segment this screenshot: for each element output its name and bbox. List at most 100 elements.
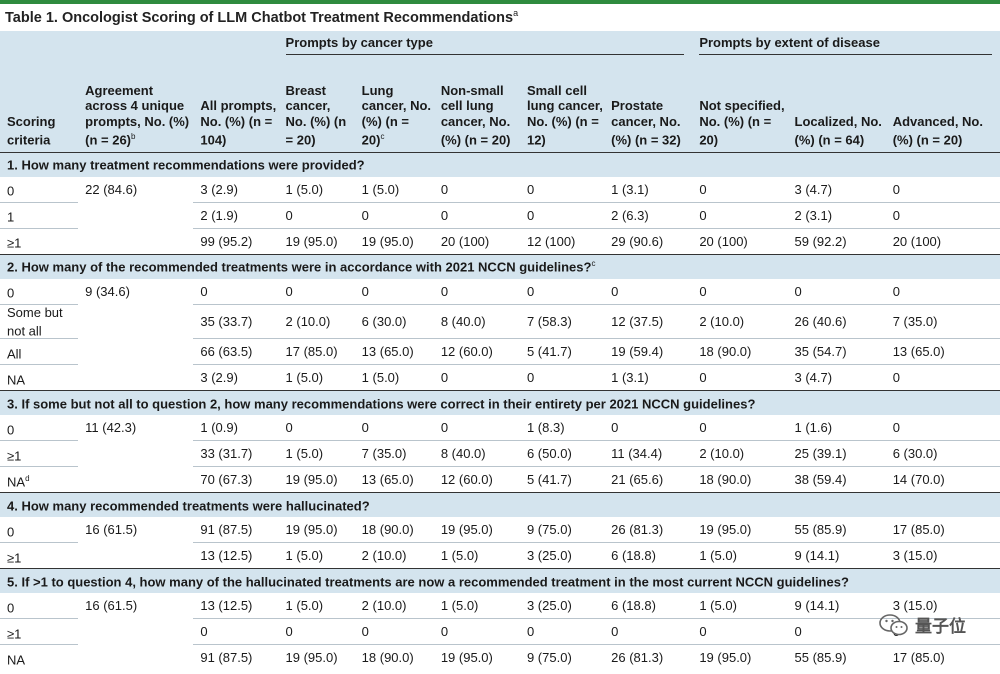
value-cell: 1 (5.0) xyxy=(354,177,434,203)
question-row: 4. How many recommended treatments were … xyxy=(0,492,1000,518)
value-cell: 7 (35.0) xyxy=(354,440,434,468)
value-cell: 9 (75.0) xyxy=(519,517,605,544)
value-cell: 21 (65.6) xyxy=(611,472,664,488)
criteria-cell: 0 xyxy=(0,177,79,203)
value-cell: 18 (90.0) xyxy=(699,472,752,488)
value-cell: 0 xyxy=(433,415,520,442)
agreement-cell: 22 (84.6) xyxy=(85,182,138,197)
value-cell: 1 (0.9) xyxy=(193,415,279,442)
question-row: 5. If >1 to question 4, how many of the … xyxy=(0,568,1000,594)
value-cell: 0 xyxy=(278,618,355,646)
value-cell: 0 xyxy=(433,279,520,305)
value-cell: 5 (41.7) xyxy=(526,472,572,488)
value-cell: 1 (1.6) xyxy=(787,415,886,442)
value-cell: 0 xyxy=(433,618,520,646)
table-row: ≥1 99 (95.2) 19 (95.0) 19 (95.0) 20 (100) 12 … xyxy=(0,229,1000,255)
value-cell: 1 (5.0) xyxy=(285,370,324,386)
value-cell: 35 (54.7) xyxy=(787,338,886,366)
value-cell: 0 xyxy=(354,279,434,305)
wechat-icon xyxy=(879,613,908,635)
column-header-row: Scoring criteria Agreement across 4 uniqu… xyxy=(0,59,1000,153)
value-cell: 0 xyxy=(692,202,788,229)
value-cell: 6 (18.8) xyxy=(611,548,656,564)
value-cell: 0 xyxy=(604,618,693,646)
value-cell: 3 (15.0) xyxy=(892,548,938,564)
value-cell: 2 (10.0) xyxy=(692,304,788,340)
value-cell: 0 xyxy=(885,279,1000,305)
group-header-row: Prompts by cancer type Prompts by extent… xyxy=(0,31,1000,59)
watermark-text: 量子位 xyxy=(915,617,966,636)
value-cell: 0 xyxy=(885,202,1000,229)
criteria-cell: All xyxy=(0,338,79,366)
value-cell: 13 (12.5) xyxy=(193,593,279,620)
value-cell: 6 (30.0) xyxy=(885,440,1000,468)
value-cell: 0 xyxy=(699,370,707,386)
value-cell: 9 (14.1) xyxy=(794,548,840,564)
value-cell: 0 xyxy=(692,415,788,442)
value-cell: 6 (18.8) xyxy=(604,593,693,620)
criteria-cell: ≥1 xyxy=(0,618,79,646)
column-header-8: Not specified, No. (%) (n = 20) xyxy=(692,59,788,153)
value-cell: 19 (95.0) xyxy=(285,650,338,666)
value-cell: 2 (3.1) xyxy=(787,202,886,229)
question-text: 4. How many recommended treatments were … xyxy=(0,492,1000,518)
column-header-10: Advanced, No. (%) (n = 20) xyxy=(885,59,1000,153)
value-cell: 12 (60.0) xyxy=(440,472,493,488)
value-cell: 0 xyxy=(354,202,434,229)
value-cell: 0 xyxy=(519,202,605,229)
criteria-cell: ≥1 xyxy=(7,549,22,565)
criteria-cell: 0 xyxy=(0,415,79,442)
value-cell: 35 (33.7) xyxy=(193,304,279,340)
value-cell: 3 (2.9) xyxy=(193,177,279,203)
value-cell: 8 (40.0) xyxy=(433,440,520,468)
value-cell: 8 (40.0) xyxy=(433,304,520,340)
value-cell: 1 (5.0) xyxy=(440,548,479,564)
value-cell: 6 (50.0) xyxy=(519,440,605,468)
table-title: Table 1. Oncologist Scoring of LLM Chatb… xyxy=(5,8,519,26)
value-cell: 26 (81.3) xyxy=(611,650,664,666)
value-cell: 3 (4.7) xyxy=(794,370,833,386)
table-row: 0 16 (61.5) 13 (12.5) 1 (5.0) 2 (10.0) 1 (5.0… xyxy=(0,593,1000,620)
criteria-cell: ≥1 xyxy=(0,440,79,468)
value-cell: 20 (100) xyxy=(440,234,490,249)
criteria-cell: Some but not all xyxy=(0,304,79,340)
agreement-cell: 16 (61.5) xyxy=(85,598,138,614)
value-cell: 19 (95.0) xyxy=(699,650,752,666)
column-header-6: Small cell lung cancer, No. (%) (n = 12) xyxy=(519,59,605,153)
table-row: NAd 70 (67.3) 19 (95.0) 13 (65.0) 12 (60.0) 5… xyxy=(0,467,1000,493)
value-cell: 33 (31.7) xyxy=(193,440,279,468)
value-cell: 1 (5.0) xyxy=(692,593,788,620)
value-cell: 0 xyxy=(692,177,788,203)
value-cell: 2 (10.0) xyxy=(692,440,788,468)
value-cell: 0 xyxy=(604,279,693,305)
value-cell: 91 (87.5) xyxy=(193,517,279,544)
value-cell: 11 (34.4) xyxy=(604,440,693,468)
value-cell: 2 (10.0) xyxy=(361,548,407,564)
watermark: 量子位 xyxy=(879,612,966,637)
value-cell: 1 (5.0) xyxy=(285,548,324,564)
value-cell: 18 (90.0) xyxy=(361,650,414,666)
value-cell: 2 (10.0) xyxy=(354,593,434,620)
criteria-cell: 0 xyxy=(0,517,79,544)
value-cell: 0 xyxy=(278,202,355,229)
value-cell: 0 xyxy=(692,279,788,305)
value-cell: 20 (100) xyxy=(892,234,942,249)
criteria-cell: NA xyxy=(7,371,26,387)
value-cell: 1 (8.3) xyxy=(519,415,605,442)
value-cell: 66 (63.5) xyxy=(193,338,279,366)
agreement-cell: 16 (61.5) xyxy=(85,522,138,538)
question-text: 1. How many treatment recommendations we… xyxy=(0,152,1000,177)
value-cell: 1 (5.0) xyxy=(278,440,355,468)
value-cell: 99 (95.2) xyxy=(200,234,253,249)
value-cell: 5 (41.7) xyxy=(519,338,605,366)
value-cell: 7 (35.0) xyxy=(885,304,1000,340)
table-row: 0 11 (42.3) 1 (0.9) 0 0 0 1 (8.3) 0 0 1 (1.6) 0 xyxy=(0,415,1000,442)
column-header-7: Prostate cancer, No. (%) (n = 32) xyxy=(604,59,693,153)
value-cell: 18 (90.0) xyxy=(354,517,434,544)
value-cell: 0 xyxy=(787,279,886,305)
table-row: 0 22 (84.6) 3 (2.9) 1 (5.0) 1 (5.0) 0 0 1 (3.1)… xyxy=(0,177,1000,203)
value-cell: 19 (95.0) xyxy=(285,234,338,249)
